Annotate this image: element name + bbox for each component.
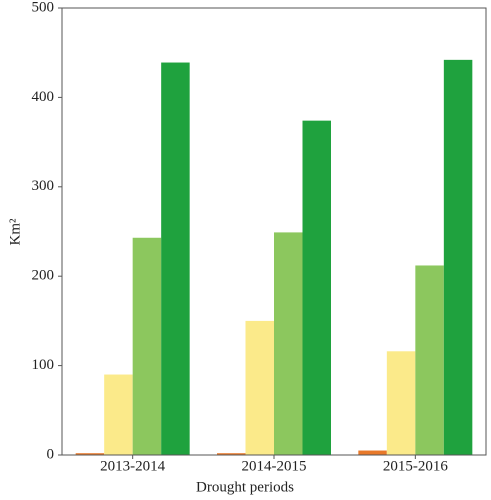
- bar: [415, 265, 444, 455]
- x-tick-label: 2014-2015: [242, 458, 307, 474]
- y-tick-label: 200: [32, 268, 55, 284]
- y-tick-label: 500: [32, 0, 55, 15]
- y-tick-label: 300: [32, 178, 55, 194]
- y-tick-label: 400: [32, 89, 55, 105]
- y-tick-label: 100: [32, 357, 55, 373]
- x-tick-label: 2015-2016: [383, 458, 448, 474]
- bar: [443, 59, 473, 456]
- bar: [358, 450, 387, 455]
- bar: [75, 453, 105, 455]
- y-axis-label: Km²: [7, 218, 23, 246]
- bar: [245, 320, 274, 455]
- bar: [274, 232, 303, 455]
- y-tick-label: 0: [47, 446, 55, 462]
- plot-frame: [61, 7, 487, 456]
- bar: [386, 351, 416, 455]
- bar: [104, 374, 133, 455]
- x-tick-label: 2013-2014: [100, 458, 165, 474]
- bar: [161, 62, 190, 456]
- bar: [132, 237, 162, 455]
- bar: [302, 120, 331, 456]
- x-axis-label: Drought periods: [196, 479, 294, 495]
- bar: [217, 453, 246, 455]
